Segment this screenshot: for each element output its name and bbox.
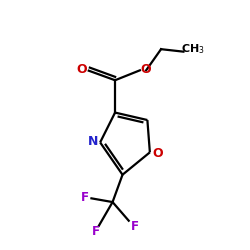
Text: CH$_3$: CH$_3$ (181, 42, 205, 56)
Text: F: F (80, 191, 88, 204)
Text: O: O (141, 63, 152, 76)
Text: O: O (76, 63, 87, 76)
Text: F: F (92, 225, 100, 238)
Text: O: O (152, 147, 163, 160)
Text: F: F (131, 220, 139, 233)
Text: N: N (88, 135, 98, 148)
